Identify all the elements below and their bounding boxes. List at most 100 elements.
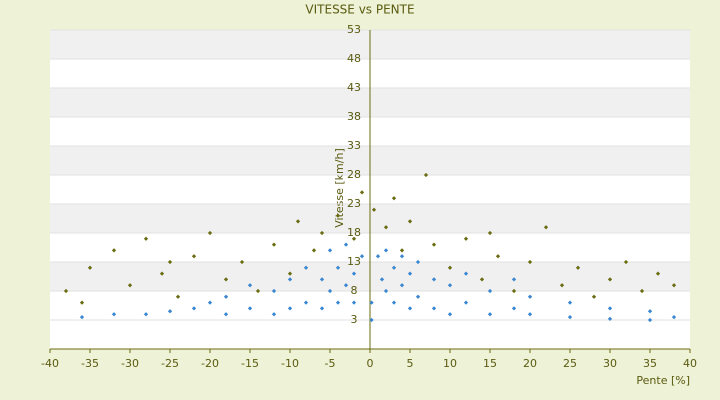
- point: [223, 312, 229, 317]
- x-tick-label: 15: [483, 357, 497, 370]
- point: [255, 288, 261, 294]
- point: [383, 225, 389, 230]
- point: [511, 288, 517, 294]
- point: [607, 316, 613, 321]
- point: [287, 306, 293, 311]
- point: [487, 288, 493, 294]
- point: [527, 312, 533, 317]
- point: [175, 294, 181, 299]
- point: [567, 300, 573, 305]
- point: [271, 312, 277, 317]
- point: [379, 277, 385, 282]
- point: [623, 259, 629, 265]
- x-tick-label: -20: [201, 357, 219, 370]
- x-tick-label: -40: [41, 357, 59, 370]
- x-tick-label: 25: [563, 357, 577, 370]
- point: [607, 306, 613, 311]
- point: [391, 265, 397, 270]
- point: [369, 300, 374, 305]
- x-tick-label: -5: [325, 357, 336, 370]
- point: [351, 236, 357, 241]
- x-tick-label: -30: [121, 357, 139, 370]
- y-tick-label: 33: [347, 139, 361, 152]
- point: [671, 283, 677, 288]
- point: [511, 306, 517, 311]
- point: [391, 196, 397, 201]
- x-tick-label: -15: [241, 357, 259, 370]
- point: [591, 294, 597, 299]
- point: [375, 254, 381, 259]
- x-tick-label: 40: [683, 357, 697, 370]
- point: [351, 300, 357, 305]
- y-tick-label: 28: [347, 168, 361, 181]
- y-tick-label: 18: [347, 226, 361, 239]
- point: [527, 259, 533, 265]
- point: [407, 306, 413, 311]
- point: [415, 259, 421, 265]
- point: [247, 283, 253, 288]
- y-tick-label: 23: [347, 197, 361, 210]
- point: [559, 283, 565, 288]
- y-tick-label: 48: [347, 52, 361, 65]
- point: [159, 271, 165, 276]
- x-tick-label: 0: [367, 357, 374, 370]
- point: [423, 172, 429, 178]
- point: [371, 207, 377, 212]
- x-tick-label: -25: [161, 357, 179, 370]
- point: [639, 288, 645, 294]
- point: [431, 306, 437, 311]
- point: [143, 236, 149, 241]
- point: [223, 277, 229, 282]
- point: [527, 294, 533, 299]
- x-tick-label: 10: [443, 357, 457, 370]
- point: [319, 277, 325, 282]
- x-tick-label: 30: [603, 357, 617, 370]
- x-axis-label: Pente [%]: [636, 374, 690, 387]
- point: [479, 277, 485, 282]
- point: [399, 283, 405, 288]
- chart-title: VITESSE vs PENTE: [305, 3, 414, 17]
- y-axis-label: Vitesse [km/h]: [333, 148, 346, 228]
- point: [447, 265, 453, 270]
- point: [463, 271, 469, 276]
- point: [431, 277, 437, 282]
- point: [671, 314, 677, 320]
- y-tick-label: 3: [351, 313, 358, 326]
- point: [487, 312, 493, 317]
- point: [407, 219, 413, 224]
- point: [359, 254, 365, 259]
- point: [463, 300, 469, 305]
- point: [463, 236, 469, 241]
- point: [447, 283, 453, 288]
- point: [543, 225, 549, 230]
- point: [511, 277, 517, 282]
- point: [343, 242, 349, 247]
- point: [167, 259, 173, 265]
- point: [271, 288, 277, 294]
- x-tick-label: -35: [81, 357, 99, 370]
- point: [567, 314, 573, 320]
- x-tick-label: -10: [281, 357, 299, 370]
- point: [287, 271, 293, 276]
- point: [327, 248, 333, 253]
- y-tick-label: 53: [347, 23, 361, 36]
- point: [319, 306, 325, 311]
- point: [311, 248, 317, 253]
- point: [447, 312, 453, 317]
- point: [223, 294, 229, 299]
- point: [127, 283, 133, 288]
- point: [391, 300, 397, 305]
- point: [303, 265, 309, 270]
- point: [383, 248, 389, 253]
- point: [207, 230, 213, 236]
- point: [359, 190, 365, 195]
- y-tick-label: 38: [347, 110, 361, 123]
- point: [143, 312, 149, 317]
- point: [303, 300, 309, 305]
- point: [351, 271, 357, 276]
- point: [607, 277, 613, 282]
- point: [271, 242, 277, 247]
- point: [319, 230, 325, 236]
- point: [191, 254, 197, 259]
